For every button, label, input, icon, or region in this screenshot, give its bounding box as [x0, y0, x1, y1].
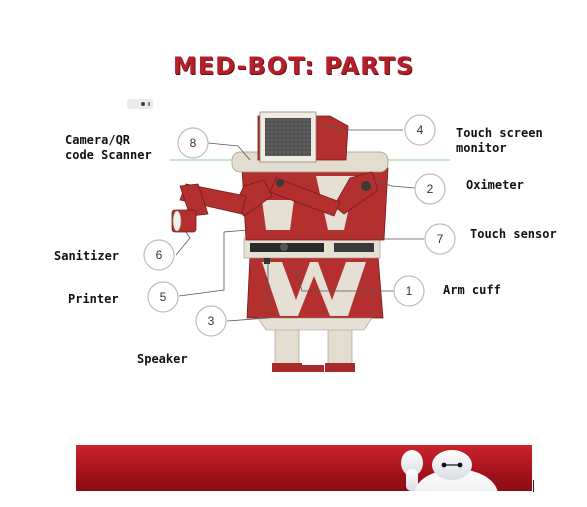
badge-5[interactable]: 5	[147, 281, 179, 313]
leader-2	[371, 179, 416, 189]
badge-3-number: 3	[208, 314, 215, 328]
chip-dot-icon	[141, 102, 145, 106]
leader-5	[178, 229, 249, 297]
badge-4[interactable]: 4	[404, 114, 436, 146]
badge-7[interactable]: 7	[424, 223, 456, 255]
oximeter-clip-icon	[276, 179, 284, 187]
oximeter-sensor-icon	[361, 181, 371, 191]
printer-button-icon	[280, 243, 288, 251]
left-forearm	[179, 183, 209, 217]
badge-8-number: 8	[190, 136, 197, 150]
hip-band	[257, 317, 373, 331]
right-foot	[325, 363, 355, 372]
badge-5-number: 5	[160, 290, 167, 304]
badge-6-number: 6	[156, 248, 163, 262]
badge-3[interactable]: 3	[195, 305, 227, 337]
label-touch-screen-monitor-text: Touch screen monitor	[456, 126, 543, 155]
right-leg	[327, 324, 353, 368]
leader-1	[295, 269, 394, 292]
badge-2-number: 2	[427, 182, 434, 196]
monitor-mesh	[265, 118, 311, 156]
leader-6	[175, 231, 191, 256]
label-touch-screen-monitor: Touch screen monitor	[456, 126, 543, 156]
mascot-hand	[401, 450, 423, 476]
robot-illustration	[171, 111, 389, 372]
center-foot	[300, 365, 324, 372]
badge-8[interactable]: 8	[177, 127, 209, 159]
badge-7-number: 7	[437, 232, 444, 246]
label-sanitizer: Sanitizer	[54, 249, 120, 263]
sanitizer-nozzle	[172, 210, 182, 232]
leader-4	[321, 125, 403, 131]
edge-marker	[533, 480, 534, 492]
label-camera-qr-scanner: Camera/QR code Scanner	[65, 133, 152, 163]
badge-6[interactable]: 6	[143, 239, 175, 271]
chip-bar-icon	[148, 102, 150, 106]
label-arm-cuff: Arm cuff	[443, 283, 501, 297]
w-pattern	[262, 262, 366, 316]
badge-4-number: 4	[417, 123, 424, 137]
mascot-arm	[406, 469, 418, 491]
right-forearm	[269, 177, 341, 217]
page-title: MED-BOT: PARTS	[172, 52, 415, 80]
torso-cream-left	[262, 200, 294, 230]
footer-banner	[76, 445, 532, 491]
badge-1-number: 1	[406, 284, 413, 298]
label-printer: Printer	[68, 292, 119, 306]
printer-slot-right	[334, 243, 374, 252]
touch-sensor-icon	[264, 258, 270, 264]
label-speaker: Speaker	[137, 352, 188, 366]
leader-8	[207, 142, 251, 161]
left-leg	[274, 324, 300, 368]
badge-2[interactable]: 2	[414, 173, 446, 205]
badge-1[interactable]: 1	[393, 275, 425, 307]
toolbar-chip	[127, 99, 153, 109]
label-oximeter: Oximeter	[466, 178, 524, 192]
mascot-illustration	[401, 450, 498, 491]
left-foot	[272, 363, 302, 372]
label-touch-sensor: Touch sensor	[470, 227, 557, 241]
leader-3	[226, 262, 269, 322]
label-camera-qr-scanner-text: Camera/QR code Scanner	[65, 133, 152, 162]
leader-lines	[175, 125, 424, 322]
mascot-body	[414, 469, 498, 491]
